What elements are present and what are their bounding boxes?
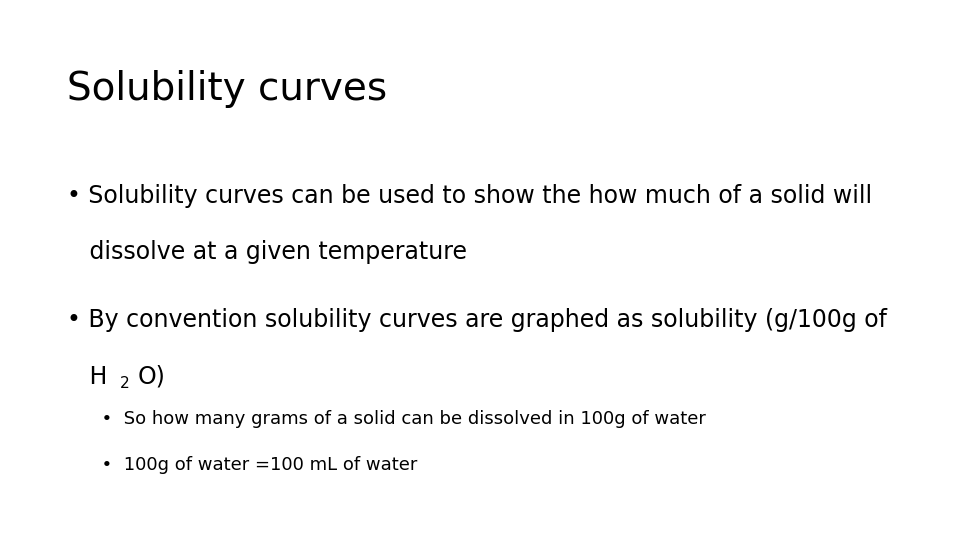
Text: • By convention solubility curves are graphed as solubility (g/100g of: • By convention solubility curves are gr… [67,308,887,332]
Text: O): O) [137,364,165,388]
Text: Solubility curves: Solubility curves [67,70,387,108]
Text: •  So how many grams of a solid can be dissolved in 100g of water: • So how many grams of a solid can be di… [67,410,706,428]
Text: • Solubility curves can be used to show the how much of a solid will: • Solubility curves can be used to show … [67,184,873,207]
Text: H: H [67,364,108,388]
Text: dissolve at a given temperature: dissolve at a given temperature [67,240,468,264]
Text: 2: 2 [120,376,130,392]
Text: •  100g of water =100 mL of water: • 100g of water =100 mL of water [67,456,418,474]
